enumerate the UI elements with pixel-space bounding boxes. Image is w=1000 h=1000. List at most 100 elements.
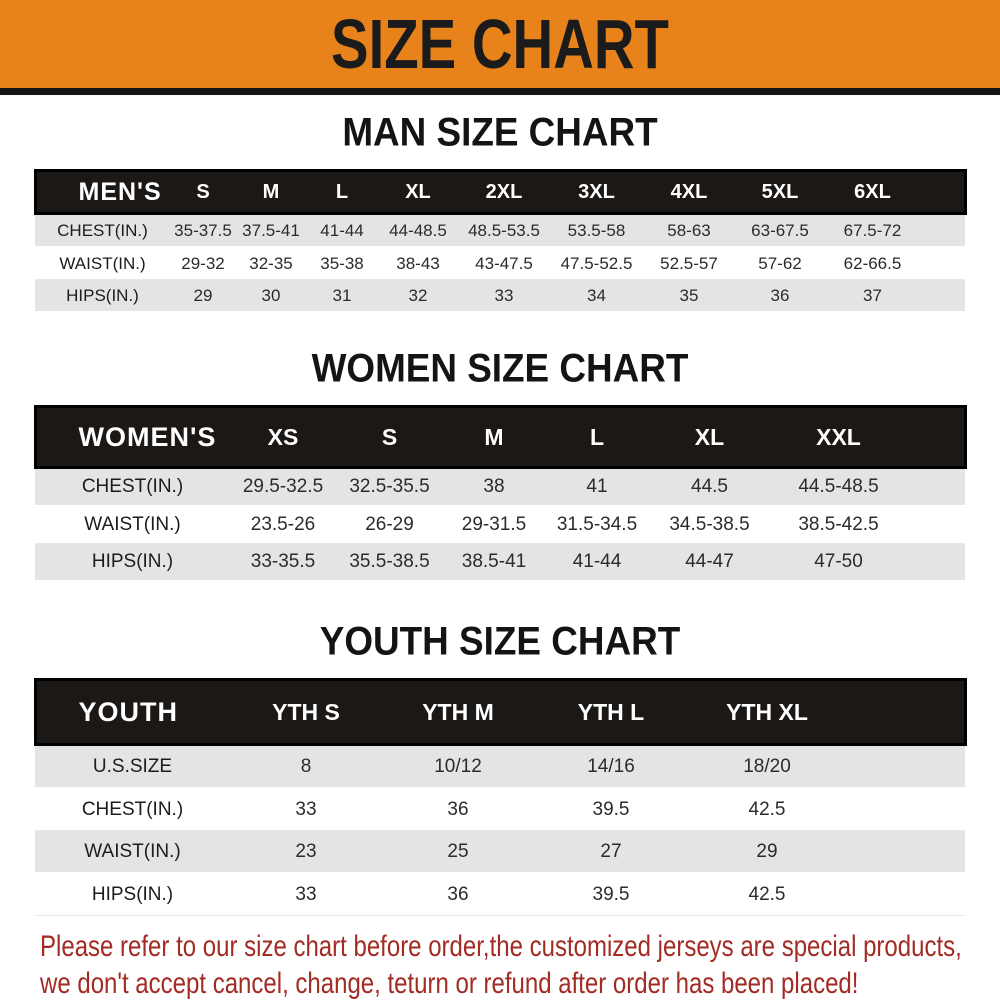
table-cell: 27 <box>534 830 688 874</box>
table-cell: 26-29 <box>336 505 443 544</box>
row-label: CHEST(IN.) <box>35 787 230 831</box>
table-cell: 35.5-38.5 <box>336 543 443 582</box>
spacer-cell <box>846 830 965 874</box>
column-header: 2XL <box>458 169 550 215</box>
table-title-cell: YOUTH <box>33 678 230 746</box>
table-cell: 29.5-32.5 <box>230 467 336 507</box>
table-cell: 34.5-38.5 <box>649 505 770 544</box>
spacer-cell <box>907 505 965 544</box>
table-cell: 48.5-53.5 <box>458 213 550 248</box>
banner-title: SIZE CHART <box>331 5 669 83</box>
table-cell: 18/20 <box>688 744 846 789</box>
spacer-cell <box>846 744 965 789</box>
row-label: HIPS(IN.) <box>35 279 170 313</box>
table-cell: 67.5-72 <box>825 213 920 248</box>
row-label: HIPS(IN.) <box>35 543 230 582</box>
table-cell: 53.5-58 <box>550 213 643 248</box>
table-cell: 42.5 <box>688 872 846 916</box>
table-cell: 31 <box>306 279 378 313</box>
spacer-cell <box>846 787 965 831</box>
table-row: WAIST(IN.) 29-32 32-35 35-38 38-43 43-47.5 47.… <box>35 246 965 280</box>
table-cell: 41-44 <box>306 213 378 248</box>
table-cell: 33-35.5 <box>230 543 336 582</box>
table-cell: 32-35 <box>236 246 306 280</box>
youth-size-table: YOUTH YTH S YTH M YTH L YTH XL U.S.SIZE 8 10/12… <box>33 678 967 916</box>
column-header: XS <box>230 405 336 469</box>
column-header: 5XL <box>735 169 825 215</box>
table-cell: 30 <box>236 279 306 313</box>
header-row: MEN'S S M L XL 2XL 3XL 4XL 5XL 6XL <box>33 169 967 215</box>
spacer-cell <box>920 279 965 313</box>
table-cell: 38.5-41 <box>443 543 545 582</box>
column-header: YTH S <box>230 678 382 746</box>
column-header: 6XL <box>825 169 920 215</box>
table-cell: 62-66.5 <box>825 246 920 280</box>
column-header: S <box>170 169 236 215</box>
table-cell: 44.5-48.5 <box>770 467 907 507</box>
table-cell: 47-50 <box>770 543 907 582</box>
table-cell: 35-38 <box>306 246 378 280</box>
spacer-cell <box>907 405 967 469</box>
table-title-cell: MEN'S <box>33 169 170 215</box>
spacer-cell <box>920 213 965 248</box>
table-cell: 35 <box>643 279 735 313</box>
table-cell: 37 <box>825 279 920 313</box>
column-header: L <box>306 169 378 215</box>
table-row: CHEST(IN.) 29.5-32.5 32.5-35.5 38 41 44.5 44.5… <box>35 467 965 507</box>
table-cell: 32.5-35.5 <box>336 467 443 507</box>
row-label: HIPS(IN.) <box>35 872 230 916</box>
disclaimer: Please refer to our size chart before or… <box>40 928 1000 1000</box>
table-cell: 57-62 <box>735 246 825 280</box>
table-cell: 47.5-52.5 <box>550 246 643 280</box>
table-cell: 44.5 <box>649 467 770 507</box>
men-size-table: MEN'S S M L XL 2XL 3XL 4XL 5XL 6XL CHEST(IN.) 35-37… <box>33 169 967 313</box>
table-row: HIPS(IN.) 29 30 31 32 33 34 35 36 37 <box>35 279 965 313</box>
size-chart-banner: SIZE CHART <box>0 0 1000 95</box>
table-cell: 37.5-41 <box>236 213 306 248</box>
table-cell: 52.5-57 <box>643 246 735 280</box>
column-header: XXL <box>770 405 907 469</box>
column-header: M <box>443 405 545 469</box>
table-cell: 29-31.5 <box>443 505 545 544</box>
row-label: WAIST(IN.) <box>35 505 230 544</box>
table-row: CHEST(IN.) 35-37.5 37.5-41 41-44 44-48.5 48.5… <box>35 213 965 248</box>
spacer-cell <box>846 872 965 916</box>
table-cell: 44-48.5 <box>378 213 458 248</box>
table-cell: 44-47 <box>649 543 770 582</box>
column-header: L <box>545 405 649 469</box>
women-size-chart-heading: WOMEN SIZE CHART <box>311 346 689 392</box>
row-label: CHEST(IN.) <box>35 467 230 507</box>
table-cell: 58-63 <box>643 213 735 248</box>
table-cell: 36 <box>382 872 534 916</box>
table-title-cell: WOMEN'S <box>33 405 230 469</box>
table-cell: 41 <box>545 467 649 507</box>
table-cell: 29-32 <box>170 246 236 280</box>
table-row: HIPS(IN.) 33 36 39.5 42.5 <box>35 872 965 916</box>
table-cell: 14/16 <box>534 744 688 789</box>
table-cell: 38 <box>443 467 545 507</box>
disclaimer-line-2: we don't accept cancel, change, teturn o… <box>40 967 859 1000</box>
spacer-cell <box>907 467 965 507</box>
column-header: YTH L <box>534 678 688 746</box>
table-cell: 63-67.5 <box>735 213 825 248</box>
table-row: U.S.SIZE 8 10/12 14/16 18/20 <box>35 744 965 789</box>
column-header: M <box>236 169 306 215</box>
table-cell: 25 <box>382 830 534 874</box>
table-cell: 33 <box>230 787 382 831</box>
table-cell: 38-43 <box>378 246 458 280</box>
table-row: HIPS(IN.) 33-35.5 35.5-38.5 38.5-41 41-44 44-… <box>35 543 965 582</box>
table-cell: 29 <box>688 830 846 874</box>
disclaimer-line-1: Please refer to our size chart before or… <box>40 930 962 963</box>
column-header: XL <box>649 405 770 469</box>
table-cell: 10/12 <box>382 744 534 789</box>
header-row: YOUTH YTH S YTH M YTH L YTH XL <box>33 678 967 746</box>
table-cell: 8 <box>230 744 382 789</box>
header-row: WOMEN'S XS S M L XL XXL <box>33 405 967 469</box>
man-size-chart-heading: MAN SIZE CHART <box>342 110 658 156</box>
column-header: S <box>336 405 443 469</box>
table-cell: 35-37.5 <box>170 213 236 248</box>
table-cell: 43-47.5 <box>458 246 550 280</box>
table-cell: 39.5 <box>534 787 688 831</box>
table-cell: 33 <box>230 872 382 916</box>
table-cell: 29 <box>170 279 236 313</box>
